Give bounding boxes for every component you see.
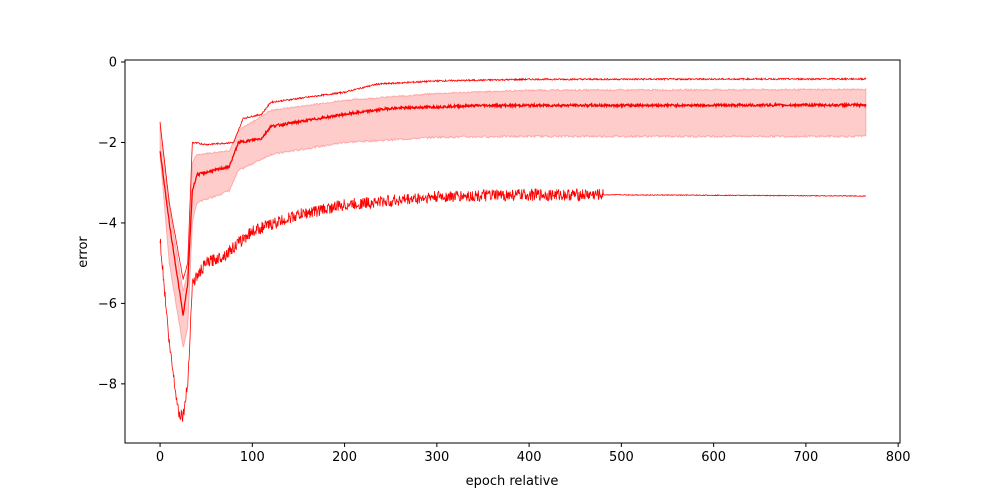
x-tick-label: 0 xyxy=(156,450,164,465)
x-tick-label: 400 xyxy=(517,450,542,465)
x-tick-label: 100 xyxy=(240,450,265,465)
series-line-min xyxy=(159,188,867,422)
axis-ticks: 0 100 200 300 400 500 600 700 800 0 −2 −4 −6 −8 xyxy=(98,56,911,465)
x-tick-label: 600 xyxy=(701,450,726,465)
plot-area xyxy=(159,76,867,422)
y-tick-label: −4 xyxy=(98,216,117,231)
x-tick-label: 800 xyxy=(886,450,911,465)
x-tick-label: 300 xyxy=(424,450,449,465)
y-tick-label: −8 xyxy=(98,377,117,392)
x-axis-label: epoch relative xyxy=(466,474,559,489)
y-tick-label: −2 xyxy=(98,136,117,151)
axes-frame xyxy=(124,59,901,444)
y-tick-label: −6 xyxy=(98,297,117,312)
std-band xyxy=(159,87,867,348)
x-tick-label: 700 xyxy=(793,450,818,465)
series-line-max xyxy=(159,76,867,280)
series-line-mean xyxy=(159,101,867,316)
x-tick-label: 500 xyxy=(609,450,634,465)
x-tick-label: 200 xyxy=(332,450,357,465)
y-tick-label: 0 xyxy=(109,56,117,71)
y-axis-label: error xyxy=(76,236,91,268)
